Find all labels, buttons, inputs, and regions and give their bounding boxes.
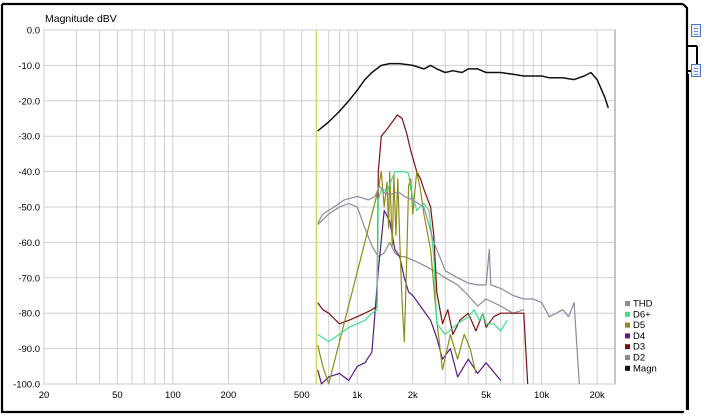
y-tick-label: -50.0 [18, 203, 40, 214]
series-line-magn [317, 62, 610, 132]
legend-label: D4 [633, 331, 645, 342]
legend-swatch [625, 365, 630, 371]
legend-swatch [625, 355, 630, 360]
series-line-thd [317, 185, 580, 385]
document-icon [691, 64, 701, 77]
x-tick-label: 100 [165, 390, 181, 401]
document-button[interactable] [690, 24, 702, 38]
legend-swatch [625, 311, 630, 317]
y-tick-label: -20.0 [18, 96, 40, 107]
series-line-d5 [317, 171, 477, 385]
y-tick-label: -30.0 [18, 132, 40, 143]
panel-divider [686, 45, 698, 410]
legend-label: Magn [633, 363, 657, 374]
legend-label: THD [633, 299, 653, 310]
legend-label: D5 [633, 320, 645, 331]
x-tick-label: 200 [220, 390, 236, 401]
y-tick-label: -90.0 [18, 344, 40, 355]
y-tick-label: -100.0 [13, 380, 40, 391]
series-line-d6 [317, 171, 508, 343]
legend-swatch [625, 301, 630, 306]
legend-swatch [625, 344, 630, 350]
x-tick-label: 10k [534, 390, 550, 401]
series-line-d2 [317, 202, 524, 314]
y-tick-label: -10.0 [18, 61, 40, 72]
x-tick-label: 20 [39, 390, 50, 401]
x-tick-label: 50 [112, 390, 123, 401]
y-axis-label: Magnitude dBV [45, 13, 117, 25]
x-tick-label: 2k [408, 390, 418, 401]
legend-swatch [625, 333, 630, 339]
series-layer [317, 62, 610, 385]
y-tick-label: -60.0 [18, 238, 40, 249]
y-tick-label: 0.0 [27, 26, 40, 37]
legend-label: D6+ [633, 309, 651, 320]
legend-label: D3 [633, 342, 645, 353]
y-tick-label: -40.0 [18, 167, 40, 178]
document-icon [691, 24, 701, 37]
tick-labels: 20 50 100 200 500 1k 2k 5k 10k 20k 0.0 -10.0 -20.0 -3… [13, 26, 605, 402]
y-tick-label: -80.0 [18, 309, 40, 320]
x-tick-label: 5k [481, 390, 491, 401]
x-tick-label: 1k [352, 390, 362, 401]
x-tick-label: 20k [589, 390, 605, 401]
legend-swatch [625, 322, 630, 328]
x-tick-label: 500 [294, 390, 310, 401]
document-button[interactable] [690, 64, 702, 78]
legend-label: D2 [633, 353, 645, 364]
y-tick-label: -70.0 [18, 273, 40, 284]
series-line-d4 [317, 209, 502, 385]
